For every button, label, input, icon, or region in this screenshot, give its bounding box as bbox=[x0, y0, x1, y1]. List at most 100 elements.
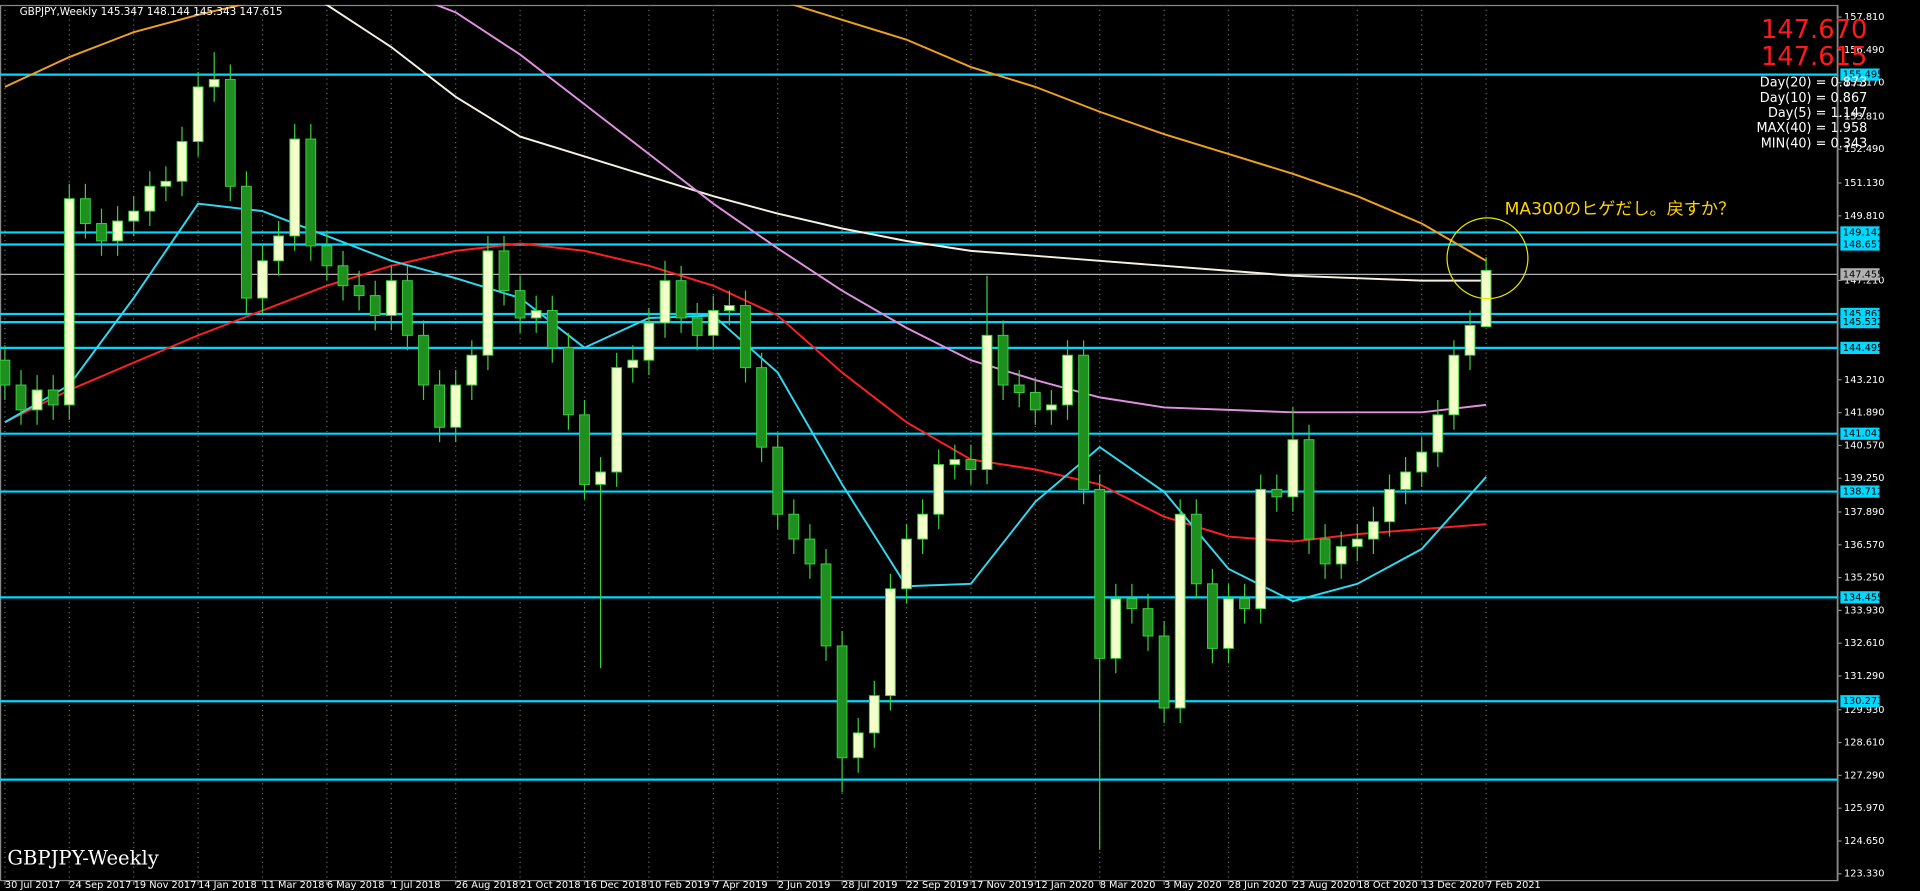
candle-body bbox=[740, 305, 751, 369]
candle-body bbox=[691, 317, 703, 336]
moving-average bbox=[324, 4, 1487, 282]
candle-body bbox=[1368, 521, 1379, 540]
candle-body bbox=[434, 384, 445, 428]
candle-body bbox=[63, 198, 75, 406]
candle-body bbox=[530, 310, 542, 319]
candle-body bbox=[353, 285, 365, 297]
axis-layer: 30 Jul 2017 24 Sep 2017 19 Nov 2017 14 Jan … bbox=[4, 4, 1885, 891]
candle-body bbox=[933, 464, 945, 515]
level-label-box bbox=[1840, 268, 1880, 281]
candle-body bbox=[1207, 583, 1218, 649]
candle-body bbox=[1126, 598, 1138, 610]
y-tick-label: 151.130 bbox=[1844, 178, 1884, 189]
candle-body bbox=[563, 347, 574, 416]
candle-body bbox=[1190, 513, 1202, 585]
level-label-box bbox=[1840, 316, 1880, 329]
x-tick-label: 11 Mar 2018 bbox=[263, 880, 325, 891]
x-tick-label: 8 Mar 2020 bbox=[1100, 880, 1156, 891]
candle-body bbox=[176, 141, 188, 182]
y-tick-label: 152.490 bbox=[1844, 144, 1884, 155]
candle-body bbox=[1062, 354, 1073, 406]
level-label: 145.862 bbox=[1843, 309, 1883, 320]
x-tick-label: 21 Oct 2018 bbox=[520, 880, 581, 891]
x-tick-label: 1 Jul 2018 bbox=[391, 880, 440, 891]
y-tick-label: 153.810 bbox=[1844, 111, 1884, 122]
candle-body bbox=[643, 322, 655, 361]
x-tick-label: 30 Jul 2017 bbox=[5, 880, 60, 891]
candle-body bbox=[337, 265, 349, 287]
level-label-box bbox=[1840, 591, 1880, 604]
candle-body bbox=[1239, 598, 1250, 610]
y-tick-label: 136.570 bbox=[1844, 540, 1884, 551]
candle-body bbox=[1335, 546, 1347, 565]
levels-layer bbox=[0, 73, 1838, 781]
candle-body bbox=[1351, 538, 1363, 548]
chart-header: GBPJPY,Weekly 145.347 148.144 145.343 14… bbox=[20, 6, 283, 18]
moving-average bbox=[433, 4, 1487, 414]
level-label-box bbox=[1840, 485, 1880, 498]
y-tick-label: 155.170 bbox=[1844, 78, 1884, 89]
bid-price: 147.615 bbox=[1761, 42, 1867, 72]
y-tick-label: 139.250 bbox=[1844, 473, 1884, 484]
candle-body bbox=[772, 446, 784, 515]
stat-line: MIN(40) = 0.343 bbox=[1761, 136, 1868, 151]
candle-body bbox=[852, 732, 864, 759]
y-tick-label: 127.290 bbox=[1844, 770, 1884, 781]
candle-body bbox=[305, 138, 317, 247]
level-label-box bbox=[1840, 695, 1880, 708]
candle-body bbox=[482, 250, 494, 356]
level-label: 138.712 bbox=[1843, 487, 1883, 498]
x-tick-label: 2 Jun 2019 bbox=[778, 880, 831, 891]
x-tick-label: 28 Jun 2020 bbox=[1229, 880, 1288, 891]
y-tick-label: 143.210 bbox=[1844, 375, 1884, 386]
candle-body bbox=[885, 588, 896, 697]
x-tick-label: 24 Sep 2017 bbox=[69, 880, 131, 891]
candle-body bbox=[1174, 513, 1186, 709]
candle-body bbox=[611, 367, 623, 473]
highlight-circle bbox=[1446, 217, 1529, 300]
candle-body bbox=[1432, 414, 1444, 453]
candle-body bbox=[1416, 451, 1428, 473]
x-tick-label: 6 May 2018 bbox=[327, 880, 385, 891]
candle-body bbox=[1094, 488, 1106, 659]
level-label: 145.532 bbox=[1843, 317, 1883, 328]
candle-body bbox=[724, 305, 735, 311]
candle-body bbox=[820, 563, 832, 647]
stat-line: Day(10) = 0.867 bbox=[1760, 91, 1867, 106]
y-tick-label: 149.810 bbox=[1844, 211, 1884, 222]
candle-body bbox=[1110, 598, 1122, 659]
candle-body bbox=[579, 414, 590, 485]
candle-body bbox=[659, 280, 671, 324]
candle-body bbox=[804, 538, 816, 565]
level-label: 149.142 bbox=[1843, 227, 1883, 238]
annotation: MA300のヒゲだし。戻すか？ bbox=[1505, 199, 1736, 219]
candle-body bbox=[450, 384, 462, 428]
candle-body bbox=[273, 235, 284, 262]
candle-body bbox=[418, 334, 429, 386]
candle-body bbox=[1287, 439, 1299, 498]
candle-body bbox=[498, 250, 510, 292]
level-label-box bbox=[1840, 68, 1880, 81]
candle-body bbox=[192, 86, 204, 143]
x-tick-label: 22 Sep 2019 bbox=[907, 880, 969, 891]
candle-body bbox=[1448, 354, 1460, 416]
candle-body bbox=[707, 310, 719, 336]
x-tick-label: 28 Jul 2019 bbox=[842, 880, 897, 891]
level-label-box bbox=[1840, 238, 1880, 251]
candle-body bbox=[675, 280, 687, 319]
candle-body bbox=[47, 389, 59, 406]
y-tick-label: 124.650 bbox=[1844, 836, 1884, 847]
level-label: 148.657 bbox=[1843, 239, 1883, 250]
candle-body bbox=[224, 78, 236, 187]
candle-body bbox=[514, 290, 526, 319]
candle-body bbox=[1078, 354, 1089, 490]
candle-body bbox=[1319, 538, 1331, 565]
grid-layer bbox=[4, 4, 1487, 882]
ask-price: 147.670 bbox=[1761, 15, 1867, 45]
candle-body bbox=[1384, 488, 1395, 523]
candle-body bbox=[289, 138, 301, 237]
x-tick-label: 17 Nov 2019 bbox=[971, 880, 1034, 891]
candles-layer bbox=[0, 52, 1492, 850]
